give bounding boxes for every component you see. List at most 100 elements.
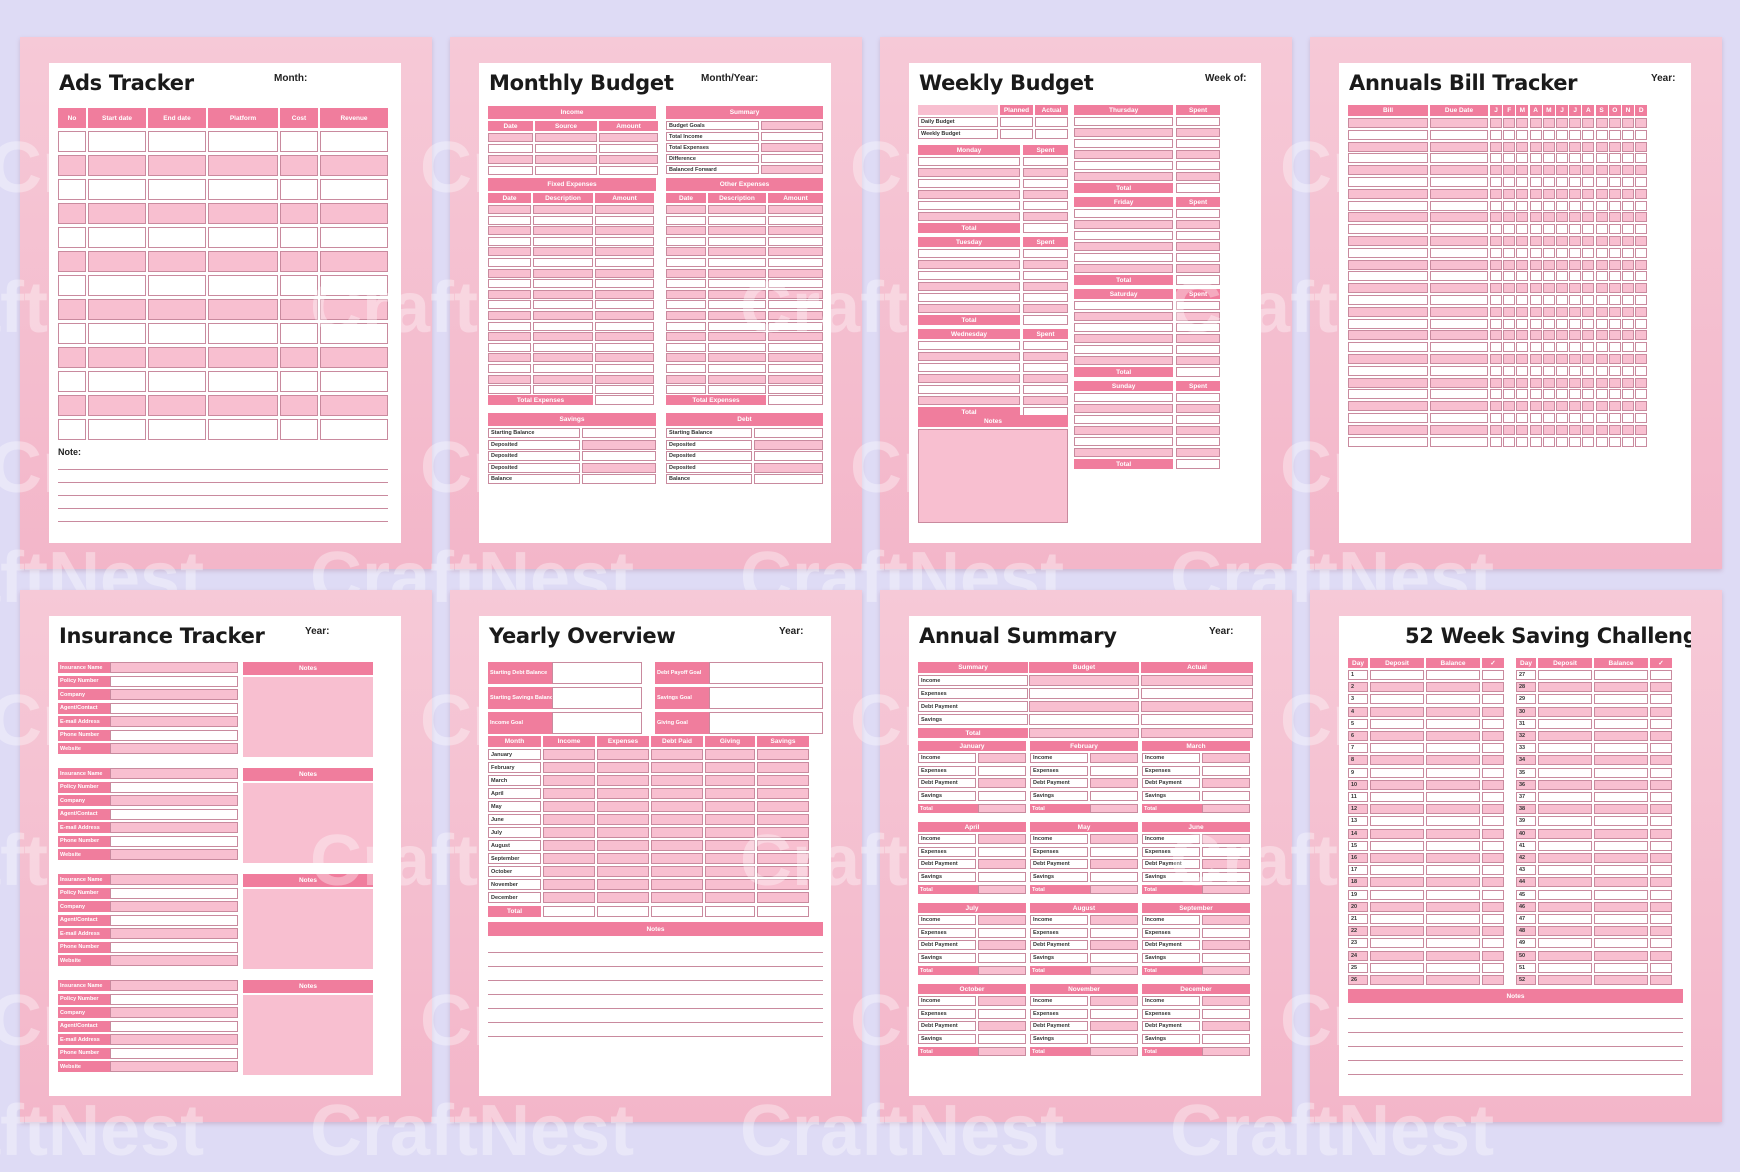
day-entry[interactable]: [1074, 139, 1174, 148]
day-spent[interactable]: [1023, 363, 1068, 372]
month-check-cell[interactable]: [1635, 389, 1648, 400]
bill-cell[interactable]: [1348, 295, 1428, 305]
saving-cell[interactable]: [1594, 950, 1648, 961]
other-expense-cell[interactable]: [666, 226, 706, 236]
month-check-cell[interactable]: [1595, 342, 1608, 353]
due-date-cell[interactable]: [1430, 259, 1488, 270]
month-check-cell[interactable]: [1542, 129, 1555, 140]
month-check-cell[interactable]: [1542, 436, 1555, 447]
month-check-cell[interactable]: [1490, 306, 1502, 317]
month-check-cell[interactable]: [1569, 354, 1582, 364]
month-check-cell[interactable]: [1569, 141, 1582, 152]
table-cell[interactable]: [208, 419, 278, 440]
table-cell[interactable]: [280, 251, 318, 272]
month-check-cell[interactable]: [1595, 200, 1608, 211]
saving-cell[interactable]: [1482, 840, 1504, 851]
income-cell[interactable]: [599, 155, 658, 164]
yearly-value-cell[interactable]: [651, 866, 703, 877]
month-row-value[interactable]: [1090, 753, 1138, 763]
due-date-cell[interactable]: [1430, 330, 1488, 341]
fixed-expense-cell[interactable]: [595, 258, 654, 267]
month-check-cell[interactable]: [1569, 295, 1582, 305]
table-cell[interactable]: [320, 203, 388, 224]
actual-value[interactable]: [1035, 117, 1068, 127]
other-expense-cell[interactable]: [708, 268, 766, 278]
month-check-cell[interactable]: [1622, 424, 1634, 435]
fixed-expense-cell[interactable]: [595, 236, 654, 246]
month-check-cell[interactable]: [1529, 224, 1542, 235]
month-check-cell[interactable]: [1595, 401, 1608, 412]
yearly-value-cell[interactable]: [651, 775, 703, 786]
month-check-cell[interactable]: [1635, 141, 1648, 152]
saving-cell[interactable]: [1650, 950, 1672, 961]
day-spent[interactable]: [1023, 201, 1068, 210]
month-check-cell[interactable]: [1542, 247, 1555, 258]
month-row-value[interactable]: [1090, 834, 1138, 844]
month-check-cell[interactable]: [1635, 342, 1648, 353]
insurance-field-value[interactable]: [110, 993, 238, 1005]
other-expense-cell[interactable]: [708, 236, 766, 246]
saving-cell[interactable]: [1650, 816, 1672, 827]
month-check-cell[interactable]: [1595, 424, 1608, 435]
month-check-cell[interactable]: [1503, 365, 1516, 376]
month-check-cell[interactable]: [1556, 236, 1568, 246]
month-check-cell[interactable]: [1582, 200, 1595, 211]
fixed-expense-cell[interactable]: [488, 205, 531, 214]
month-check-cell[interactable]: [1542, 118, 1555, 128]
month-check-cell[interactable]: [1569, 188, 1582, 199]
month-check-cell[interactable]: [1608, 188, 1621, 199]
table-cell[interactable]: [148, 251, 206, 272]
yearly-value-cell[interactable]: [705, 853, 755, 864]
month-check-cell[interactable]: [1542, 177, 1555, 187]
saving-cell[interactable]: [1538, 926, 1592, 937]
month-check-cell[interactable]: [1556, 389, 1568, 400]
saving-cell[interactable]: [1650, 718, 1672, 729]
other-expense-cell[interactable]: [666, 321, 706, 331]
day-entry[interactable]: [1074, 312, 1174, 321]
day-entry[interactable]: [918, 212, 1020, 221]
saving-cell[interactable]: [1426, 767, 1480, 778]
month-check-cell[interactable]: [1622, 153, 1634, 164]
other-expense-cell[interactable]: [708, 364, 766, 373]
month-check-cell[interactable]: [1503, 177, 1516, 187]
month-check-cell[interactable]: [1635, 377, 1648, 388]
fixed-expense-cell[interactable]: [533, 268, 593, 278]
yearly-value-cell[interactable]: [543, 853, 595, 864]
month-check-cell[interactable]: [1595, 236, 1608, 246]
insurance-field-value[interactable]: [110, 729, 238, 741]
other-expense-cell[interactable]: [768, 236, 823, 246]
fixed-expense-cell[interactable]: [533, 311, 593, 320]
month-check-cell[interactable]: [1556, 401, 1568, 412]
month-check-cell[interactable]: [1595, 188, 1608, 199]
month-check-cell[interactable]: [1569, 330, 1582, 341]
month-total-value[interactable]: [1090, 1047, 1138, 1056]
yearly-value-cell[interactable]: [597, 788, 649, 799]
insurance-field-value[interactable]: [110, 702, 238, 714]
month-check-cell[interactable]: [1622, 401, 1634, 412]
saving-cell[interactable]: [1650, 694, 1672, 705]
month-check-cell[interactable]: [1490, 188, 1502, 199]
insurance-field-value[interactable]: [110, 901, 238, 912]
month-check-cell[interactable]: [1490, 389, 1502, 400]
month-total-value[interactable]: [978, 804, 1026, 813]
other-expense-cell[interactable]: [708, 321, 766, 331]
month-check-cell[interactable]: [1569, 424, 1582, 435]
month-row-value[interactable]: [1090, 790, 1138, 801]
day-entry[interactable]: [1074, 128, 1174, 137]
due-date-cell[interactable]: [1430, 188, 1488, 199]
goal-value[interactable]: [709, 712, 823, 734]
day-entry[interactable]: [918, 374, 1020, 383]
month-total-value[interactable]: [1090, 885, 1138, 894]
month-check-cell[interactable]: [1542, 401, 1555, 412]
due-date-cell[interactable]: [1430, 153, 1488, 164]
day-spent[interactable]: [1176, 231, 1220, 240]
table-cell[interactable]: [320, 371, 388, 392]
yearly-value-cell[interactable]: [705, 775, 755, 786]
month-check-cell[interactable]: [1635, 165, 1648, 176]
month-check-cell[interactable]: [1516, 318, 1529, 329]
bill-cell[interactable]: [1348, 330, 1428, 341]
month-check-cell[interactable]: [1516, 354, 1529, 364]
month-check-cell[interactable]: [1490, 165, 1502, 176]
month-check-cell[interactable]: [1516, 129, 1529, 140]
fixed-expense-cell[interactable]: [533, 332, 593, 342]
